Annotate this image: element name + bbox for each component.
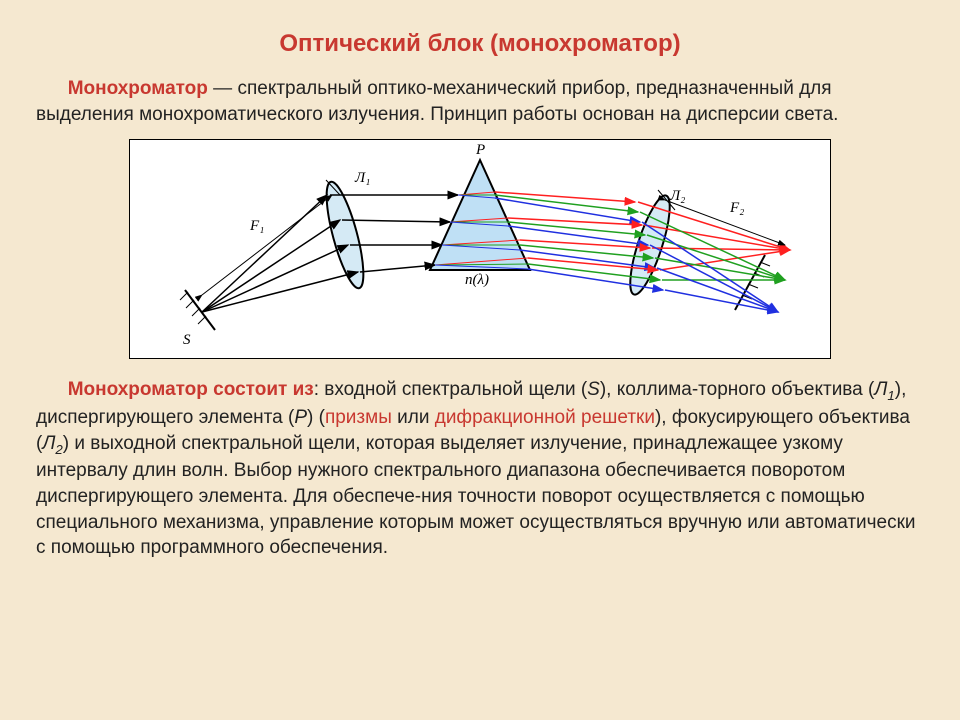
- label-F2: F₂: [730, 200, 744, 217]
- term-grating: дифракционной решетки: [435, 407, 655, 428]
- term-prism: призмы: [325, 407, 392, 428]
- monochromator-diagram: S F₁ Л₁ P n(λ) Л₂ F₂: [129, 139, 831, 359]
- label-S: S: [183, 332, 191, 349]
- paragraph-intro: Монохроматор — спектральный оптико-механ…: [30, 76, 930, 127]
- label-P: P: [476, 142, 485, 159]
- label-L2: Л₂: [670, 188, 685, 205]
- term-monochromator: Монохроматор: [68, 78, 208, 99]
- components-lead: Монохроматор состоит из: [68, 379, 314, 400]
- page-title: Оптический блок (монохроматор): [30, 30, 930, 58]
- label-nlambda: n(λ): [465, 272, 489, 289]
- label-F1: F₁: [250, 218, 264, 235]
- label-L1: Л₁: [355, 170, 370, 187]
- paragraph-components: Монохроматор состоит из: входной спектра…: [30, 377, 930, 561]
